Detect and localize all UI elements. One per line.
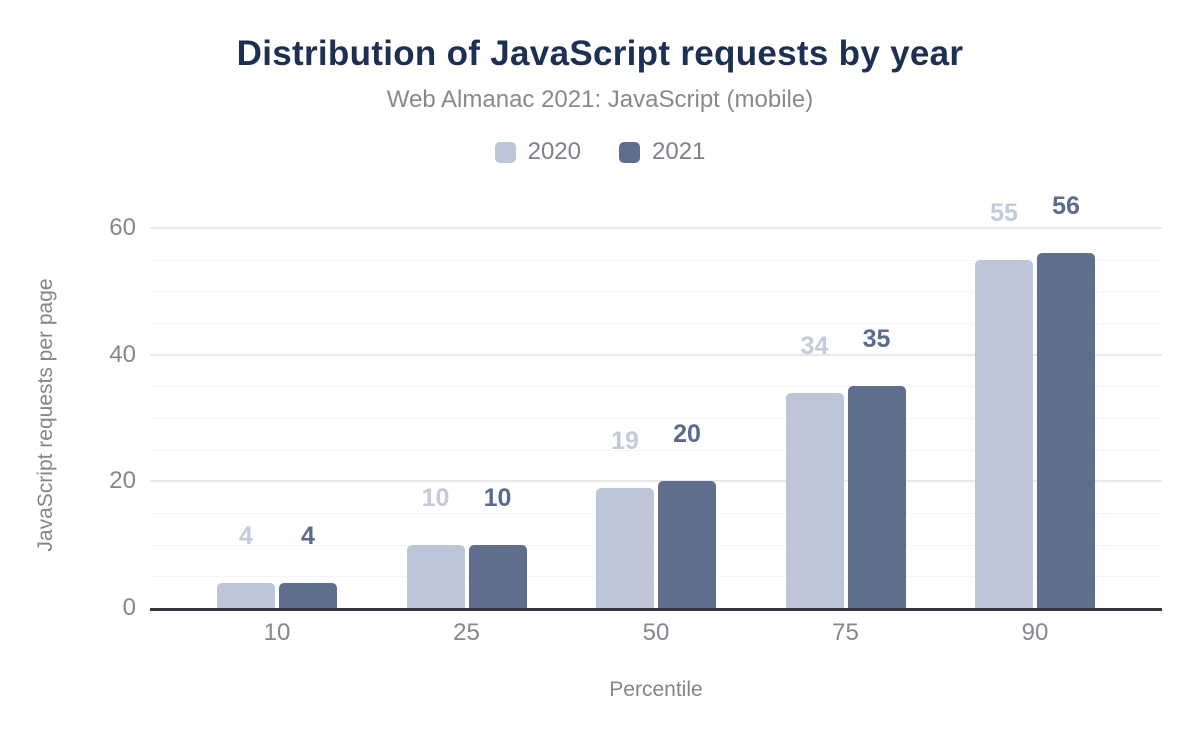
x-tick-25: 25	[453, 619, 480, 646]
value-label-2021-p75: 35	[862, 325, 891, 354]
x-tick-10: 10	[263, 619, 291, 646]
bar-2020-p75	[785, 392, 844, 608]
chart-subtitle: Web Almanac 2021: JavaScript (mobile)	[386, 86, 814, 113]
bar-2021-p90	[1037, 253, 1095, 608]
gridline-minor-25	[150, 449, 1162, 451]
value-label-2020-p50: 19	[611, 426, 639, 455]
x-tick-75: 75	[832, 619, 859, 646]
gridline-major-40	[150, 353, 1162, 356]
gridline-minor-15	[150, 513, 1162, 514]
legend-item-2020: 2020	[494, 138, 581, 166]
legend: 2020 2021	[0, 138, 1200, 166]
bar-2021-p25	[468, 544, 527, 608]
x-axis-line	[150, 608, 1162, 611]
legend-label-2020: 2020	[527, 138, 581, 165]
value-label-2020-p10: 4	[239, 521, 253, 550]
gridline-major-20	[150, 480, 1162, 483]
value-label-2020-p90: 55	[990, 198, 1018, 227]
legend-swatch-2021	[619, 141, 640, 163]
value-label-2021-p25: 10	[483, 483, 512, 512]
value-label-2021-p90: 56	[1052, 192, 1080, 221]
y-tick-40: 40	[109, 340, 136, 368]
gridline-minor-35	[150, 386, 1162, 388]
gridline-minor-5	[150, 576, 1162, 578]
bar-2020-p25	[406, 544, 465, 608]
plot-area: 0 20 40 60 4 4 10 10 10 25 19 20 50 34 35 75 55 56 90	[109, 193, 1162, 646]
gridline-minor-50	[150, 291, 1162, 293]
x-tick-90: 90	[1021, 619, 1049, 646]
bar-2021-p10	[279, 582, 337, 608]
gridline-major-60	[150, 227, 1162, 229]
y-tick-60: 60	[109, 214, 136, 241]
bar-2021-p75	[847, 386, 906, 608]
bar-2021-p50	[658, 481, 716, 608]
value-label-2020-p25: 10	[421, 483, 450, 512]
legend-item-2021: 2021	[619, 138, 705, 166]
value-label-2020-p75: 34	[800, 331, 829, 360]
y-tick-20: 20	[109, 467, 136, 495]
y-tick-0: 0	[122, 594, 136, 621]
gridline-minor-10	[150, 544, 1162, 546]
gridline-minor-45	[150, 323, 1162, 324]
legend-label-2021: 2021	[652, 138, 706, 165]
gridline-minor-55	[150, 259, 1162, 261]
value-label-2021-p10: 4	[301, 521, 315, 550]
bar-2020-p90	[975, 259, 1033, 608]
x-tick-50: 50	[642, 619, 670, 646]
chart-title: Distribution of JavaScript requests by y…	[236, 34, 964, 73]
x-axis-title: Percentile	[609, 678, 703, 701]
gridline-minor-30	[150, 418, 1162, 419]
y-axis-title: JavaScript requests per page	[34, 278, 57, 552]
bar-2020-p10	[217, 582, 275, 608]
legend-swatch-2020	[494, 141, 516, 163]
value-label-2021-p50: 20	[673, 420, 701, 449]
bar-2020-p50	[596, 487, 654, 608]
